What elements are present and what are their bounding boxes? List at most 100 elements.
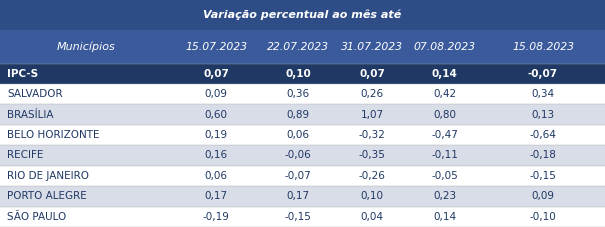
Bar: [172, 84, 260, 104]
Text: 0,14: 0,14: [433, 212, 456, 222]
Text: 0,60: 0,60: [204, 110, 228, 120]
Bar: [481, 166, 605, 186]
Text: -0,05: -0,05: [431, 171, 458, 181]
Bar: [0, 84, 172, 104]
Bar: [408, 30, 481, 64]
Bar: [481, 186, 605, 207]
Bar: [408, 84, 481, 104]
Text: RECIFE: RECIFE: [7, 151, 44, 160]
Bar: [172, 145, 260, 166]
Text: 22.07.2023: 22.07.2023: [267, 42, 329, 52]
Bar: [0, 30, 172, 64]
Text: 0,34: 0,34: [531, 89, 555, 99]
Bar: [408, 186, 481, 207]
Bar: [408, 125, 481, 145]
Bar: [172, 207, 260, 227]
Bar: [0, 104, 172, 125]
Bar: [172, 166, 260, 186]
Text: Variação percentual ao mês até: Variação percentual ao mês até: [203, 10, 402, 20]
Text: 0,13: 0,13: [531, 110, 555, 120]
Text: BELO HORIZONTE: BELO HORIZONTE: [7, 130, 100, 140]
Text: -0,35: -0,35: [359, 151, 385, 160]
Bar: [408, 166, 481, 186]
Bar: [408, 145, 481, 166]
Text: 0,36: 0,36: [286, 89, 310, 99]
Bar: [481, 125, 605, 145]
Text: 0,80: 0,80: [433, 110, 456, 120]
Bar: [336, 125, 408, 145]
Text: 0,09: 0,09: [204, 89, 228, 99]
Bar: [481, 64, 605, 84]
Bar: [481, 145, 605, 166]
Bar: [260, 166, 336, 186]
Text: SÃO PAULO: SÃO PAULO: [7, 212, 67, 222]
Text: 15.08.2023: 15.08.2023: [512, 42, 574, 52]
Bar: [336, 30, 408, 64]
Text: -0,15: -0,15: [284, 212, 312, 222]
Text: -0,47: -0,47: [431, 130, 458, 140]
Bar: [481, 30, 605, 64]
Text: -0,26: -0,26: [359, 171, 385, 181]
Bar: [408, 207, 481, 227]
Bar: [481, 104, 605, 125]
Text: -0,10: -0,10: [529, 212, 557, 222]
Bar: [0, 145, 172, 166]
Bar: [260, 84, 336, 104]
Text: -0,07: -0,07: [528, 69, 558, 79]
Bar: [0, 125, 172, 145]
Bar: [336, 104, 408, 125]
Text: 07.08.2023: 07.08.2023: [414, 42, 476, 52]
Text: SALVADOR: SALVADOR: [7, 89, 63, 99]
Text: 0,07: 0,07: [359, 69, 385, 79]
Text: -0,07: -0,07: [284, 171, 312, 181]
Text: 0,17: 0,17: [286, 191, 310, 201]
Text: 0,09: 0,09: [531, 191, 555, 201]
Bar: [172, 30, 260, 64]
Bar: [408, 64, 481, 84]
Bar: [172, 125, 260, 145]
Bar: [0, 207, 172, 227]
Bar: [172, 104, 260, 125]
Text: -0,18: -0,18: [529, 151, 557, 160]
Text: 0,16: 0,16: [204, 151, 228, 160]
Text: 0,10: 0,10: [285, 69, 311, 79]
Text: BRASÍLIA: BRASÍLIA: [7, 110, 54, 120]
Bar: [260, 145, 336, 166]
Text: RIO DE JANEIRO: RIO DE JANEIRO: [7, 171, 90, 181]
Bar: [260, 186, 336, 207]
Bar: [260, 207, 336, 227]
Bar: [408, 104, 481, 125]
Bar: [336, 186, 408, 207]
Bar: [481, 84, 605, 104]
Text: 0,10: 0,10: [361, 191, 384, 201]
Bar: [260, 125, 336, 145]
Text: 0,17: 0,17: [204, 191, 228, 201]
Text: 0,26: 0,26: [361, 89, 384, 99]
Text: 0,04: 0,04: [361, 212, 384, 222]
Bar: [336, 84, 408, 104]
Text: 31.07.2023: 31.07.2023: [341, 42, 403, 52]
Text: -0,32: -0,32: [359, 130, 385, 140]
Text: 0,23: 0,23: [433, 191, 456, 201]
Text: 0,06: 0,06: [204, 171, 228, 181]
Bar: [0, 166, 172, 186]
Bar: [172, 186, 260, 207]
Bar: [260, 64, 336, 84]
Text: Municípios: Municípios: [57, 41, 116, 52]
Bar: [336, 166, 408, 186]
Bar: [336, 207, 408, 227]
Text: 0,19: 0,19: [204, 130, 228, 140]
Text: 1,07: 1,07: [361, 110, 384, 120]
Text: 0,42: 0,42: [433, 89, 456, 99]
Text: 0,14: 0,14: [432, 69, 457, 79]
Bar: [260, 30, 336, 64]
Bar: [0, 64, 172, 84]
Text: -0,06: -0,06: [284, 151, 312, 160]
Text: 0,89: 0,89: [286, 110, 310, 120]
Text: -0,15: -0,15: [529, 171, 557, 181]
Text: 0,06: 0,06: [286, 130, 310, 140]
Bar: [260, 104, 336, 125]
Bar: [481, 207, 605, 227]
Text: -0,19: -0,19: [203, 212, 230, 222]
Text: IPC-S: IPC-S: [7, 69, 38, 79]
